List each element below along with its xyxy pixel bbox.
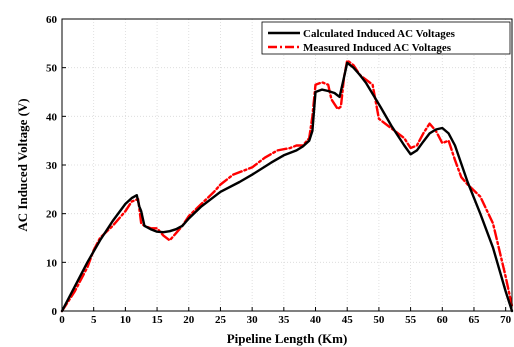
x-tick-label: 60 [437, 314, 449, 326]
x-tick-label: 55 [405, 314, 417, 326]
x-tick-label: 65 [468, 314, 480, 326]
legend-box [261, 21, 511, 55]
y-tick-label: 10 [46, 257, 58, 269]
y-axis-title: AC Induced Voltage (V) [15, 98, 30, 231]
x-tick-label: 5 [91, 314, 97, 326]
x-tick-label: 50 [373, 314, 385, 326]
x-tick-label: 20 [183, 314, 195, 326]
y-tick-label: 50 [46, 63, 58, 75]
x-tick-label: 10 [120, 314, 132, 326]
x-tick-label: 35 [278, 314, 290, 326]
x-tick-label: 70 [500, 314, 512, 326]
legend: Calculated Induced AC Voltages Measured … [261, 21, 511, 55]
y-tick-label: 30 [46, 160, 58, 172]
x-tick-label: 40 [310, 314, 322, 326]
tick-marks [61, 18, 507, 312]
series-line-calculated [60, 61, 514, 313]
x-tick-label: 15 [152, 314, 164, 326]
y-tick-label: 0 [52, 306, 58, 318]
x-tick-label: 0 [59, 314, 65, 326]
y-tick-label: 60 [46, 14, 58, 26]
x-axis-title: Pipeline Length (Km) [227, 331, 348, 346]
y-tick-label: 40 [46, 111, 58, 123]
y-tick-label: 20 [46, 209, 58, 221]
series-layer [60, 59, 514, 313]
x-tick-label: 30 [247, 314, 259, 326]
legend-label-calculated: Calculated Induced AC Voltages [303, 28, 456, 40]
x-tick-label: 25 [215, 314, 227, 326]
x-tick-label: 45 [342, 314, 354, 326]
legend-label-measured: Measured Induced AC Voltages [303, 42, 452, 54]
tick-labels: 0 5 10 15 20 25 30 35 40 45 50 55 60 65 70 0 10 20 30 40 50 6… [46, 14, 512, 326]
